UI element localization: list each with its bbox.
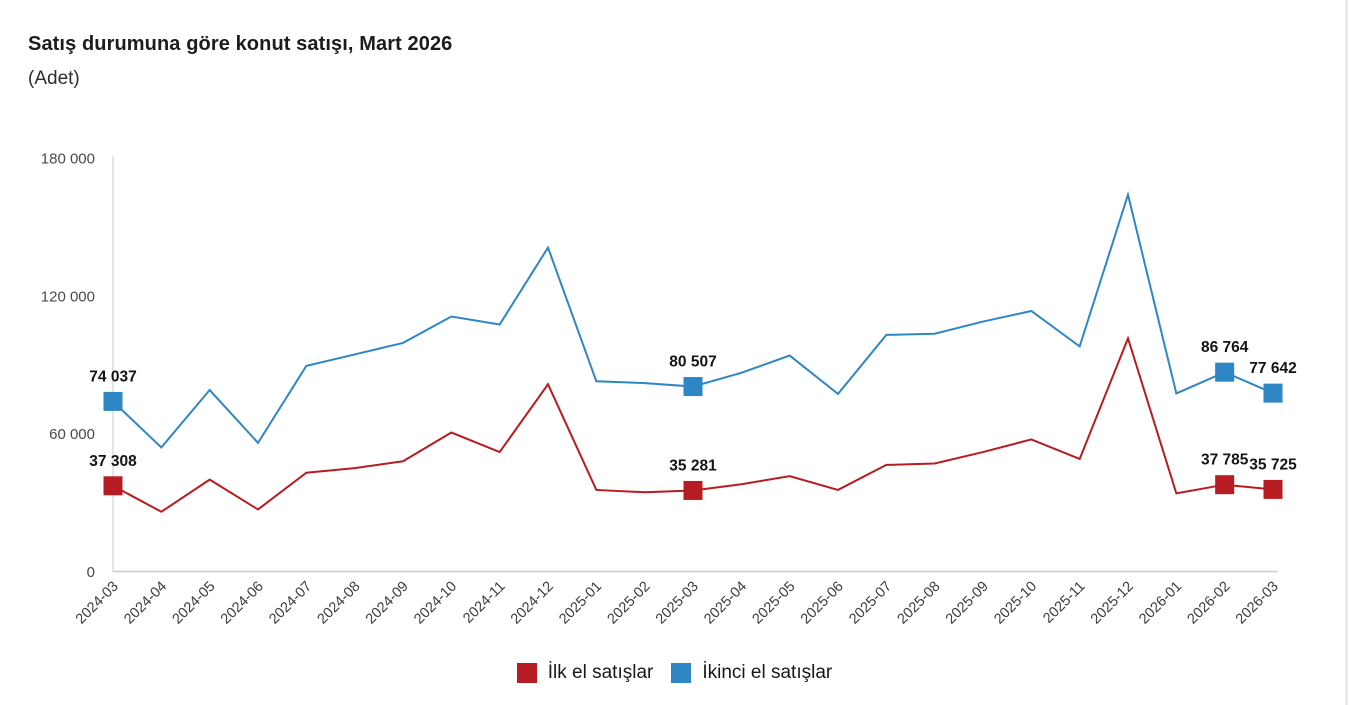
legend-item-second-hand-sales[interactable]: İkinci el satışlar [671,662,832,684]
x-tick-label: 2025-07 [846,579,895,628]
x-tick-label: 2025-08 [895,579,944,628]
chart-subtitle: (Adet) [28,68,80,89]
chart-title: Satış durumuna göre konut satışı, Mart 2… [28,33,453,55]
data-point-marker[interactable] [103,391,123,411]
data-point-value-label: 35 281 [669,457,717,474]
x-tick-label: 2024-08 [315,579,364,628]
x-tick-label: 2025-01 [556,579,605,628]
data-point-marker[interactable] [683,480,703,500]
x-tick-label: 2024-07 [266,579,315,628]
data-point-value-label: 37 785 [1201,452,1249,469]
chart-legend: İlk el satışlar İkinci el satışlar [0,655,1349,691]
x-tick-label: 2026-01 [1136,579,1185,628]
data-point-marker[interactable] [1215,362,1235,382]
data-point-value-label: 77 642 [1249,360,1296,377]
data-point-marker[interactable] [1263,479,1283,499]
data-point-value-label: 37 308 [89,453,137,470]
x-tick-label: 2024-11 [460,579,508,627]
x-tick-label: 2024-09 [363,579,412,628]
legend-item-first-hand-sales[interactable]: İlk el satışlar [516,662,654,684]
y-tick-label: 120 000 [41,288,95,305]
x-tick-label: 2026-03 [1233,579,1282,628]
x-tick-label: 2024-05 [170,579,219,628]
first-hand-sales-swatch-icon [516,663,537,683]
y-tick-label: 0 [87,564,95,581]
x-tick-label: 2025-04 [701,579,750,628]
x-tick-label: 2025-11 [1040,579,1088,627]
x-tick-label: 2025-02 [605,579,654,628]
legend-label-first-hand-sales: İlk el satışlar [547,662,654,683]
y-tick-label: 180 000 [41,151,95,168]
data-point-marker[interactable] [1263,383,1283,403]
page-right-border [1345,0,1348,705]
data-point-value-label: 80 507 [669,354,716,371]
legend-label-second-hand-sales: İkinci el satışlar [702,662,833,683]
x-tick-label: 2024-10 [411,579,460,628]
second-hand-sales-swatch-icon [671,663,692,683]
x-tick-label: 2025-12 [1088,579,1137,628]
x-tick-label: 2025-06 [798,579,847,628]
data-point-marker[interactable] [683,377,703,397]
data-point-marker[interactable] [103,476,123,496]
x-tick-label: 2025-09 [943,579,992,628]
x-tick-label: 2025-10 [991,579,1040,628]
data-point-marker[interactable] [1215,475,1235,495]
x-tick-label: 2024-06 [218,579,267,628]
x-tick-label: 2026-02 [1185,579,1234,628]
x-tick-label: 2025-05 [750,579,799,628]
data-point-value-label: 74 037 [89,368,136,385]
x-tick-label: 2024-12 [508,579,557,628]
y-tick-label: 60 000 [49,426,95,443]
x-tick-label: 2024-04 [121,579,170,628]
data-point-value-label: 86 764 [1201,339,1249,356]
data-point-value-label: 35 725 [1249,456,1297,473]
x-tick-label: 2025-03 [653,579,702,628]
x-tick-label: 2024-03 [73,579,122,628]
